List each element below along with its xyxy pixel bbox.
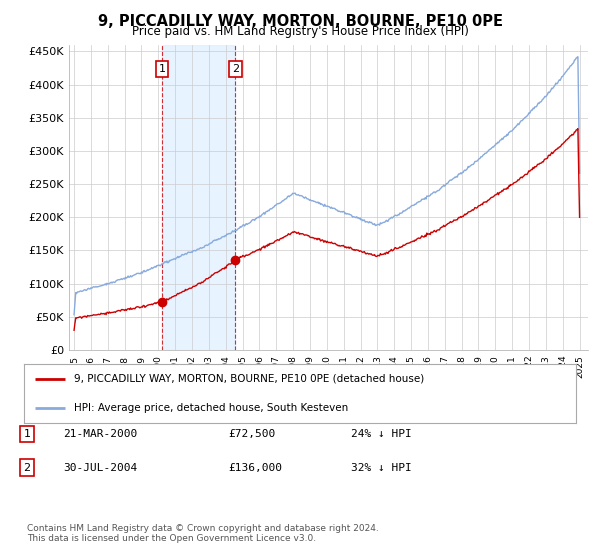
Text: 1: 1: [158, 64, 166, 74]
Text: Price paid vs. HM Land Registry's House Price Index (HPI): Price paid vs. HM Land Registry's House …: [131, 25, 469, 38]
Text: 9, PICCADILLY WAY, MORTON, BOURNE, PE10 0PE: 9, PICCADILLY WAY, MORTON, BOURNE, PE10 …: [97, 14, 503, 29]
Text: HPI: Average price, detached house, South Kesteven: HPI: Average price, detached house, Sout…: [74, 403, 348, 413]
Bar: [162, 45, 235, 350]
Text: 32% ↓ HPI: 32% ↓ HPI: [351, 463, 412, 473]
Text: 2: 2: [23, 463, 31, 473]
Text: 2: 2: [232, 64, 239, 74]
Text: £136,000: £136,000: [228, 463, 282, 473]
Text: 1: 1: [23, 429, 31, 439]
Text: 30-JUL-2004: 30-JUL-2004: [63, 463, 137, 473]
Text: 21-MAR-2000: 21-MAR-2000: [63, 429, 137, 439]
Text: 24% ↓ HPI: 24% ↓ HPI: [351, 429, 412, 439]
Text: Contains HM Land Registry data © Crown copyright and database right 2024.
This d: Contains HM Land Registry data © Crown c…: [27, 524, 379, 543]
Text: £72,500: £72,500: [228, 429, 275, 439]
Text: 9, PICCADILLY WAY, MORTON, BOURNE, PE10 0PE (detached house): 9, PICCADILLY WAY, MORTON, BOURNE, PE10 …: [74, 374, 424, 384]
